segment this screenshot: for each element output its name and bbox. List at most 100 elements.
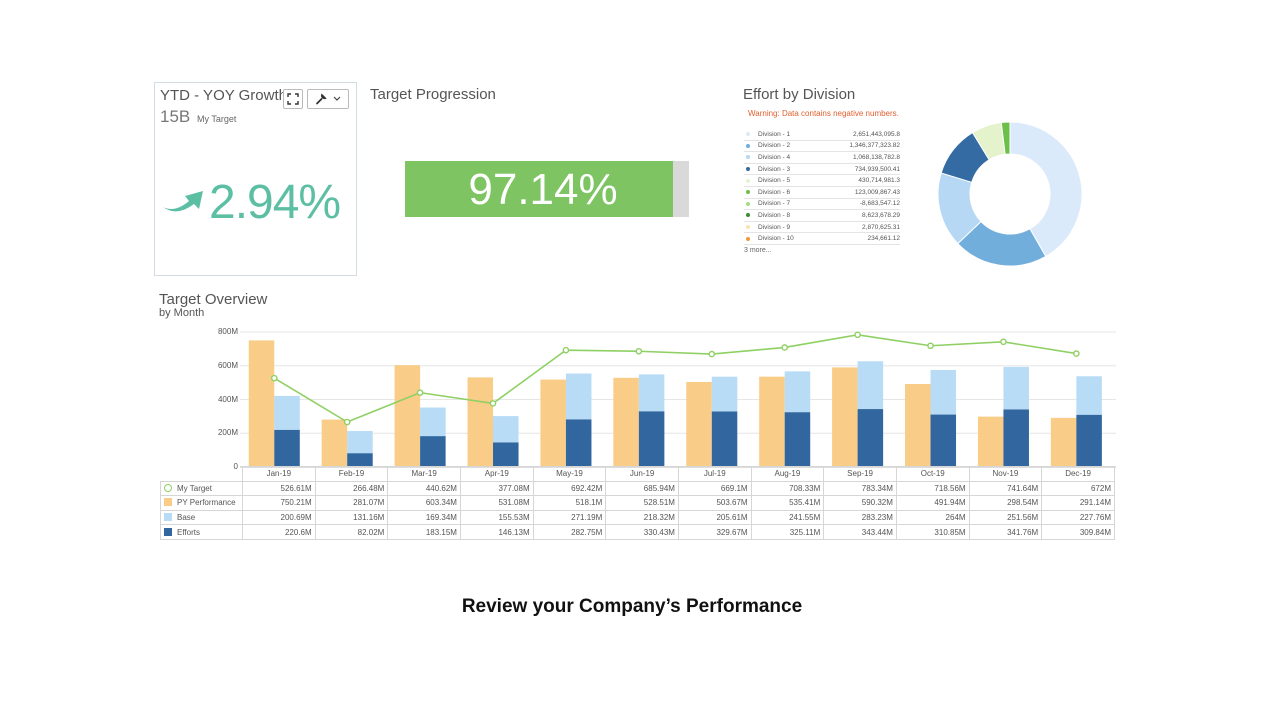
division-name: Division - 2 [758, 142, 791, 150]
division-row[interactable]: Division - 8 8,623,678.29 [744, 210, 900, 222]
table-cell: 282.75M [532, 524, 607, 540]
bar-base[interactable] [1076, 376, 1102, 415]
bar-base[interactable] [1003, 366, 1029, 410]
trend-up-arrow-icon [163, 191, 203, 212]
y-tick-label: 600M [217, 360, 238, 370]
bar-base[interactable] [565, 373, 592, 420]
target-point[interactable] [1000, 338, 1007, 346]
bar-efforts[interactable] [1003, 409, 1029, 467]
table-cell: 685.94M [605, 480, 679, 497]
bar-efforts[interactable] [784, 412, 811, 467]
division-color-dot [746, 167, 750, 172]
division-more-link[interactable]: 3 more... [744, 246, 772, 254]
bar-efforts[interactable] [1076, 414, 1102, 467]
table-cell: 82.02M [314, 524, 389, 540]
target-overview-chart [240, 331, 1116, 468]
division-row[interactable]: Division - 9 2,870,625.31 [744, 222, 900, 234]
bar-base[interactable] [711, 376, 738, 412]
target-point[interactable] [854, 331, 861, 339]
progression-bar: 97.14% [405, 161, 689, 217]
target-point[interactable] [781, 344, 788, 351]
division-row[interactable]: Division - 4 1,068,138,782.8 [744, 152, 900, 164]
table-cell: 718.56M [895, 480, 970, 497]
month-header: Apr-19 [459, 466, 534, 482]
series-legend-cell[interactable]: Base [160, 509, 243, 526]
division-row[interactable]: Division - 6 123,009,867.43 [744, 187, 900, 199]
bar-py-performance[interactable] [686, 382, 712, 467]
target-point[interactable] [562, 346, 570, 354]
month-header: Feb-19 [314, 466, 389, 482]
progression-title: Target Progression [370, 86, 496, 103]
table-cell: 531.08M [459, 495, 534, 511]
bar-base[interactable] [274, 395, 300, 430]
division-row[interactable]: Division - 5 430,714,981.3 [744, 175, 900, 187]
bar-base[interactable] [493, 416, 519, 443]
division-row[interactable]: Division - 7 -8,683,547.12 [744, 199, 900, 211]
target-point[interactable] [927, 342, 934, 350]
bar-base[interactable] [857, 361, 884, 410]
division-name: Division - 10 [758, 235, 794, 243]
bar-base[interactable] [420, 407, 446, 437]
bar-py-performance[interactable] [1050, 417, 1077, 467]
target-point[interactable] [270, 374, 278, 382]
bar-efforts[interactable] [347, 453, 373, 467]
target-point[interactable] [416, 389, 424, 396]
bar-py-performance[interactable] [394, 365, 421, 467]
target-point[interactable] [1073, 350, 1080, 357]
bar-py-performance[interactable] [467, 377, 494, 467]
table-cell: 330.43M [605, 524, 679, 540]
series-legend-cell[interactable]: My Target [160, 480, 243, 497]
bar-py-performance[interactable] [832, 367, 858, 467]
table-cell: 131.16M [314, 509, 389, 526]
kpi-value: 2.94% [209, 176, 341, 229]
series-legend-cell[interactable]: PY Performance [160, 495, 243, 511]
chevron-down-icon [333, 96, 341, 101]
bar-efforts[interactable] [638, 411, 665, 467]
table-row: My Target 526.61M 266.48M 440.62M 377.08M 692… [160, 480, 1115, 497]
division-name: Division - 8 [758, 211, 791, 219]
target-point[interactable] [635, 347, 643, 355]
division-row[interactable]: Division - 3 734,939,500.41 [744, 164, 900, 176]
table-cell: 169.34M [387, 509, 461, 526]
maximize-icon [287, 93, 299, 105]
division-row[interactable]: Division - 2 1,346,377,323.82 [744, 141, 900, 153]
bar-py-performance[interactable] [540, 379, 566, 467]
division-value: 1,068,138,782.8 [853, 153, 900, 161]
division-row[interactable]: Division - 10 234,661.12 [744, 233, 900, 245]
bar-py-performance[interactable] [977, 416, 1004, 467]
donut-slice[interactable] [1009, 121, 1083, 258]
bar-efforts[interactable] [493, 442, 519, 467]
bar-py-performance[interactable] [905, 383, 931, 467]
bar-py-performance[interactable] [759, 376, 785, 467]
bar-py-performance[interactable] [321, 419, 348, 467]
bar-base[interactable] [930, 369, 957, 415]
table-row: Efforts 220.6M 82.02M 183.15M 146.13M 282.75M… [160, 524, 1115, 540]
donut-slice[interactable] [1000, 121, 1011, 155]
ytd-yoy-growth-card: YTD - YOY Growth 15B My Target 2.94% [154, 82, 357, 276]
bar-base[interactable] [638, 374, 665, 412]
bar-efforts[interactable] [565, 419, 592, 467]
division-row[interactable]: Division - 1 2,651,443,095.8 [744, 129, 900, 141]
target-point[interactable] [489, 400, 497, 407]
division-list: Division - 1 2,651,443,095.8 Division - 2 1… [744, 129, 900, 254]
target-point[interactable] [343, 418, 351, 426]
bar-efforts[interactable] [274, 429, 300, 467]
series-legend-cell[interactable]: Efforts [160, 524, 243, 540]
table-cell: 218.32M [605, 509, 679, 526]
division-name: Division - 3 [758, 165, 791, 173]
bar-efforts[interactable] [711, 411, 738, 467]
bar-py-performance[interactable] [613, 377, 639, 467]
wrench-icon [316, 93, 327, 105]
bar-efforts[interactable] [857, 409, 884, 467]
bar-base[interactable] [347, 431, 373, 454]
maximize-button[interactable] [283, 89, 303, 109]
target-point[interactable] [708, 350, 716, 358]
series-label: My Target [177, 483, 212, 493]
bar-efforts[interactable] [420, 436, 446, 467]
bar-py-performance[interactable] [248, 340, 275, 467]
division-value: 430,714,981.3 [858, 177, 900, 185]
table-cell: 227.76M [1041, 509, 1115, 526]
tools-menu-button[interactable] [307, 89, 349, 109]
bar-base[interactable] [784, 371, 811, 413]
bar-efforts[interactable] [930, 414, 957, 467]
